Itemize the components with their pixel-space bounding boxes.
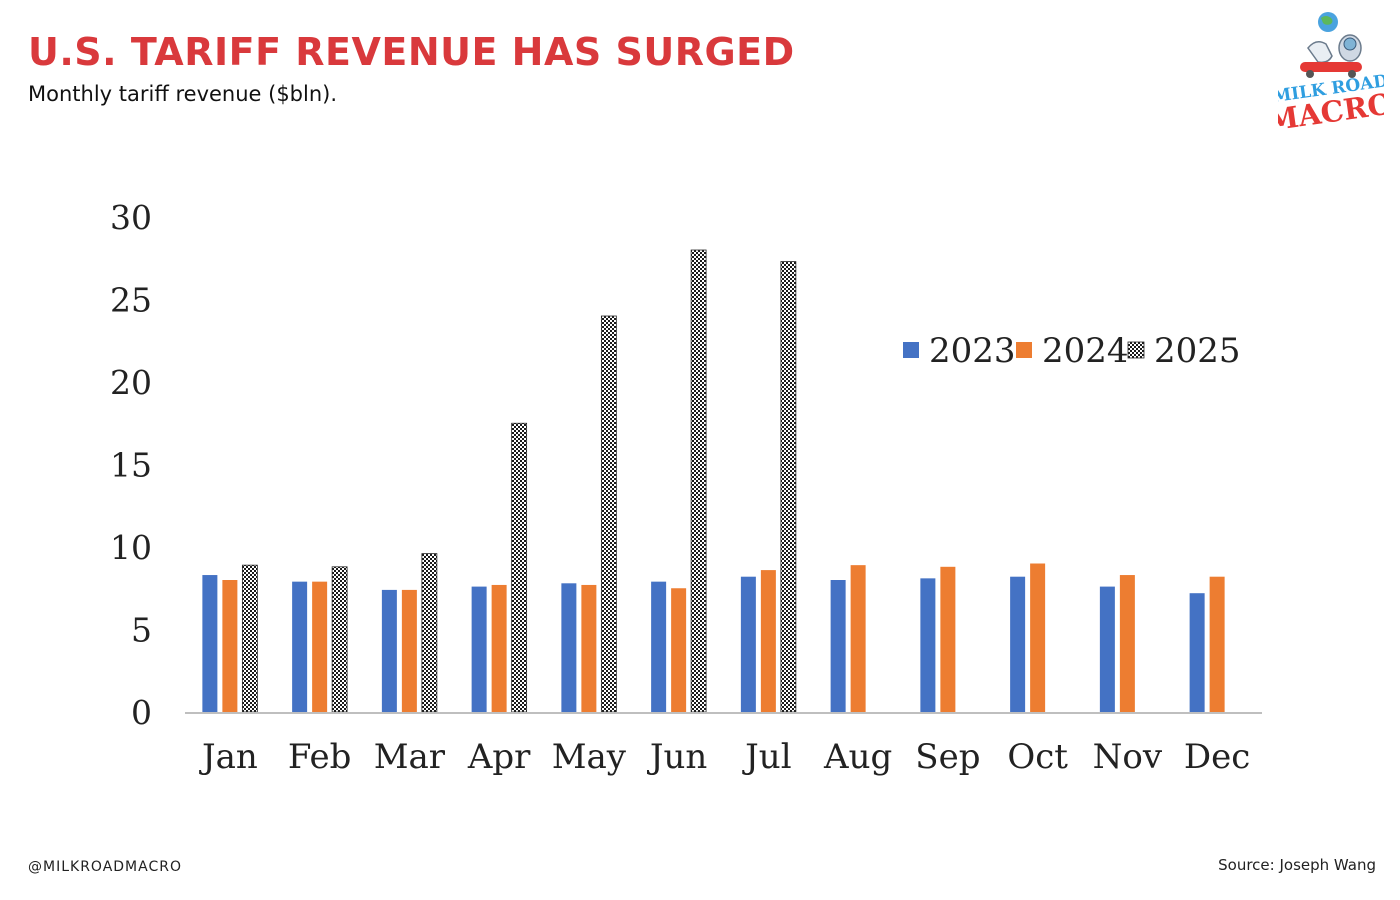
- chart-legend: 2023 2024 2025: [903, 331, 1241, 371]
- bar-2023-jan: [202, 575, 218, 712]
- bar-2024-jan: [222, 580, 238, 712]
- bar-2023-apr: [471, 586, 487, 712]
- legend-swatch-2025: [1127, 341, 1145, 359]
- bar-2024-apr: [491, 584, 507, 712]
- y-tick-label: 0: [131, 693, 152, 732]
- social-handle: @MILKROADMACRO: [28, 859, 182, 875]
- x-tick-label: May: [552, 737, 627, 777]
- y-tick-label: 25: [110, 281, 152, 320]
- legend-label-2024: 2024: [1042, 331, 1129, 371]
- x-tick-label: Nov: [1093, 737, 1163, 777]
- bar-2025-may: [600, 315, 617, 713]
- x-tick-label: Apr: [467, 737, 531, 777]
- bar-2024-nov: [1119, 575, 1135, 712]
- legend-label-2025: 2025: [1154, 331, 1241, 371]
- bar-2025-feb: [331, 566, 348, 713]
- x-tick-label: Aug: [823, 737, 892, 777]
- bar-2023-jun: [651, 581, 667, 712]
- bar-series: [202, 249, 1225, 713]
- bar-2023-mar: [381, 589, 397, 712]
- bar-2024-dec: [1209, 576, 1225, 712]
- bar-2024-mar: [401, 589, 417, 712]
- bar-2023-jul: [740, 576, 756, 712]
- y-tick-label: 30: [110, 198, 152, 237]
- y-tick-label: 5: [131, 611, 152, 650]
- bar-2024-feb: [312, 581, 328, 712]
- bar-2024-aug: [850, 565, 866, 712]
- x-tick-label: Jan: [199, 737, 258, 777]
- x-axis-tick-labels: Jan Feb Mar Apr May Jun Jul Aug Sep Oct Nov Dec: [199, 737, 1250, 777]
- bar-2024-sep: [940, 566, 956, 712]
- bar-2025-jul: [780, 261, 797, 713]
- bar-2023-nov: [1099, 586, 1115, 712]
- source-credit: Source: Joseph Wang: [1218, 856, 1376, 874]
- y-tick-label: 10: [110, 528, 152, 567]
- bar-2025-apr: [511, 422, 528, 713]
- astronaut-cow-globe-icon: MILK ROAD MACRO: [1264, 12, 1395, 138]
- y-tick-label: 15: [110, 446, 152, 485]
- legend-label-2023: 2023: [929, 331, 1016, 371]
- x-tick-label: Jul: [742, 737, 791, 777]
- bar-2023-sep: [920, 578, 936, 712]
- bar-2024-jul: [760, 570, 776, 712]
- chart-subtitle: Monthly tariff revenue ($bln).: [28, 82, 338, 106]
- bar-2024-jun: [671, 588, 687, 712]
- y-tick-label: 20: [110, 363, 152, 402]
- chart-area: 0 5 10 15 20 25 30 Jan Feb Mar Apr May Jun Jul Aug Sep…: [0, 180, 1400, 820]
- legend-swatch-2024: [1016, 342, 1032, 358]
- bar-2025-jun: [690, 249, 707, 713]
- bar-2025-mar: [421, 553, 438, 713]
- x-tick-label: Jun: [647, 737, 707, 777]
- bar-2023-may: [561, 583, 577, 712]
- x-tick-label: Dec: [1184, 737, 1250, 777]
- bar-2023-aug: [830, 580, 846, 712]
- bar-2024-may: [581, 584, 597, 712]
- bar-2025-jan: [241, 564, 258, 713]
- x-tick-label: Feb: [288, 737, 352, 777]
- x-tick-label: Oct: [1007, 737, 1068, 777]
- y-axis-tick-labels: 0 5 10 15 20 25 30: [110, 198, 152, 732]
- milk-road-macro-logo: MILK ROAD MACRO: [1264, 8, 1395, 138]
- bar-2023-feb: [292, 581, 308, 712]
- bar-2024-oct: [1030, 563, 1046, 712]
- chart-title: U.S. TARIFF REVENUE HAS SURGED: [28, 30, 795, 74]
- bar-2023-dec: [1189, 593, 1205, 712]
- legend-swatch-2023: [903, 342, 919, 358]
- bar-2023-oct: [1010, 576, 1026, 712]
- x-tick-label: Sep: [915, 737, 980, 777]
- x-tick-label: Mar: [374, 737, 446, 777]
